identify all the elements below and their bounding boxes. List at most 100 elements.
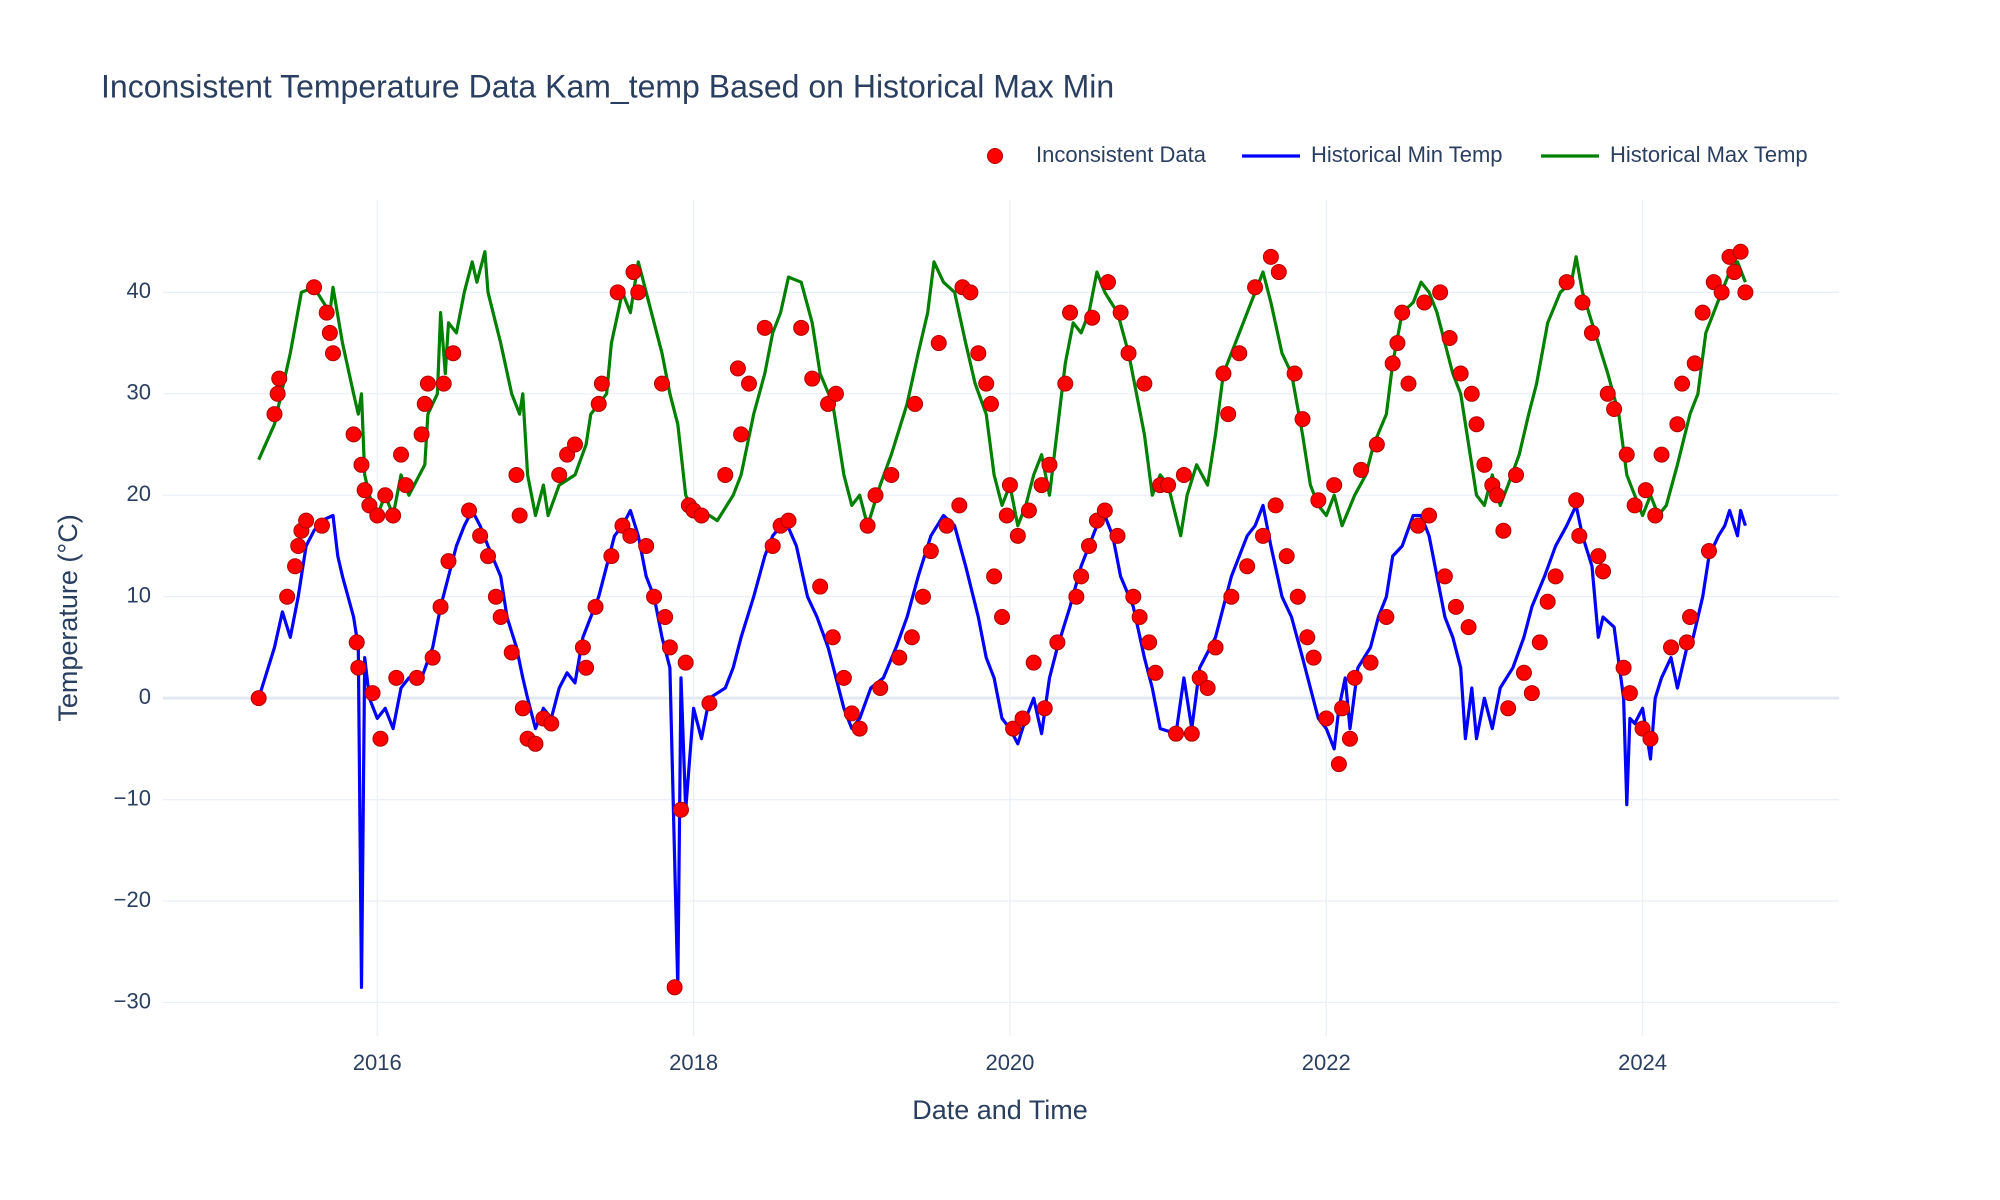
point: [1531, 634, 1548, 651]
point: [1147, 664, 1164, 681]
point: [609, 284, 626, 301]
point: [1125, 588, 1142, 605]
point: [1267, 497, 1284, 514]
point: [424, 649, 441, 666]
point: [543, 715, 560, 732]
point: [1547, 568, 1564, 585]
point: [527, 735, 544, 752]
point: [1515, 664, 1532, 681]
point: [578, 659, 595, 676]
point: [1574, 294, 1591, 311]
point: [1073, 568, 1090, 585]
point: [1686, 355, 1703, 372]
point: [625, 264, 642, 281]
point: [1606, 401, 1623, 417]
point: [951, 497, 968, 514]
point: [1416, 294, 1433, 311]
point: [369, 507, 386, 524]
point: [1120, 345, 1137, 362]
x-tick-label: 2018: [669, 1050, 718, 1075]
point: [1647, 507, 1664, 524]
point: [867, 487, 884, 504]
point: [930, 335, 947, 352]
chart-title: Inconsistent Temperature Data Kam_temp B…: [101, 68, 1114, 104]
point: [590, 395, 607, 412]
point: [1239, 558, 1256, 575]
point: [1341, 730, 1358, 747]
point: [764, 537, 781, 554]
point: [480, 548, 497, 565]
point: [1713, 284, 1730, 301]
point: [1330, 756, 1347, 773]
point: [1254, 527, 1271, 544]
point: [348, 634, 365, 651]
point: [677, 654, 694, 671]
y-tick-label: 40: [127, 278, 151, 303]
x-axis-title: Date and Time: [912, 1095, 1088, 1125]
point: [514, 700, 531, 717]
legend: Inconsistent Data Historical Min Temp Hist…: [987, 142, 1808, 167]
point: [432, 598, 449, 615]
y-tick-label: 30: [127, 380, 151, 405]
point: [1362, 654, 1379, 671]
point: [1500, 700, 1517, 717]
point: [1409, 517, 1426, 534]
point: [1223, 588, 1240, 605]
point: [1732, 243, 1749, 260]
point: [1041, 456, 1058, 473]
point: [824, 629, 841, 646]
point: [1220, 406, 1237, 423]
point: [1558, 274, 1575, 291]
point: [657, 608, 674, 625]
point: [1294, 411, 1311, 428]
point: [729, 360, 746, 377]
point: [1310, 492, 1327, 509]
point: [1289, 588, 1306, 605]
point: [1508, 466, 1525, 483]
point: [672, 801, 689, 818]
point: [1468, 416, 1485, 433]
point: [1726, 264, 1743, 281]
point: [1568, 492, 1585, 509]
point: [388, 669, 405, 686]
legend-label: Historical Min Temp: [1311, 142, 1503, 167]
point: [325, 345, 342, 362]
point: [1618, 446, 1635, 463]
point: [503, 644, 520, 661]
point: [271, 370, 288, 387]
point: [1571, 527, 1588, 544]
point: [756, 319, 773, 336]
point: [630, 284, 647, 301]
point: [1682, 608, 1699, 625]
point: [1432, 284, 1449, 301]
point: [472, 527, 489, 544]
point: [622, 527, 639, 544]
point: [419, 375, 436, 392]
point: [638, 537, 655, 554]
point: [1346, 669, 1363, 686]
point: [1020, 502, 1037, 519]
point: [1033, 477, 1050, 494]
point: [492, 608, 509, 625]
point: [1368, 436, 1385, 453]
point: [353, 456, 370, 473]
point: [1131, 608, 1148, 625]
point: [1583, 324, 1600, 341]
point: [574, 639, 591, 656]
point: [1447, 598, 1464, 615]
point: [693, 507, 710, 524]
x-tick-label: 2016: [353, 1050, 402, 1075]
point: [306, 279, 323, 296]
point: [1168, 725, 1185, 742]
point: [567, 436, 584, 453]
point: [350, 659, 367, 676]
point: [1334, 700, 1351, 717]
line: [257, 503, 1747, 989]
point: [1199, 680, 1216, 697]
point: [1523, 685, 1540, 702]
point: [377, 487, 394, 504]
point: [1112, 304, 1129, 321]
point: [1175, 466, 1192, 483]
point: [740, 375, 757, 392]
